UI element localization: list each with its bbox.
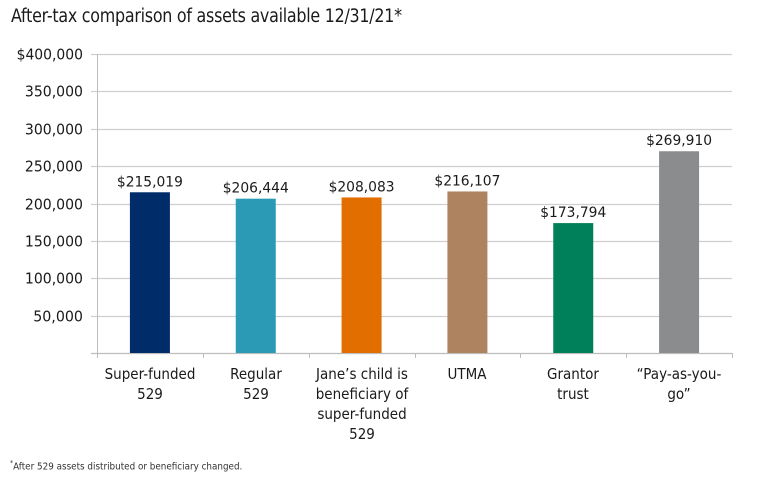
chart-title: After-tax comparison of assets available…	[11, 6, 402, 27]
category-label: Jane’s child is beneficiary of super-fun…	[315, 365, 408, 443]
y-tick-label: 350,000	[25, 83, 83, 101]
data-label: $173,794	[540, 205, 606, 221]
data-label: $216,107	[434, 173, 500, 189]
category-label: “Pay-as-you-go”	[636, 365, 722, 403]
footnote: *After 529 assets distributed or benefic…	[10, 459, 242, 472]
category-label: UTMA	[447, 365, 487, 383]
footnote-text: After 529 assets distributed or benefici…	[13, 461, 243, 473]
category-label: Regular 529	[229, 365, 282, 403]
bar	[129, 192, 170, 353]
y-tick-label: 100,000	[25, 270, 83, 288]
bar	[235, 198, 276, 353]
y-tick-label: $400,000	[17, 46, 83, 64]
y-tick-label: 300,000	[25, 121, 83, 139]
bars	[129, 151, 700, 353]
bar	[659, 151, 700, 353]
y-tick-label: 150,000	[25, 233, 83, 251]
category-label: Super-funded 529	[104, 365, 196, 403]
bar	[553, 223, 594, 353]
y-tick-label: 50,000	[33, 308, 83, 326]
footnote-marker: *	[10, 459, 14, 467]
data-label: $206,444	[223, 181, 289, 197]
bar	[341, 197, 382, 353]
x-axis	[91, 54, 733, 358]
data-label: $269,910	[646, 133, 712, 149]
y-tick-label: 200,000	[25, 196, 83, 214]
gridlines	[91, 53, 732, 318]
y-axis-ticks: 50,000 100,000 150,000 200,000 250,000 300,00…	[17, 46, 83, 326]
bar	[447, 191, 488, 353]
data-label: $215,019	[117, 174, 183, 190]
data-label: $208,083	[329, 179, 395, 195]
data-labels: $215,019 $206,444 $208,083 $216,107 $173,794…	[117, 133, 712, 221]
category-label: Grantor trust	[547, 365, 600, 403]
y-tick-label: 250,000	[25, 158, 83, 176]
